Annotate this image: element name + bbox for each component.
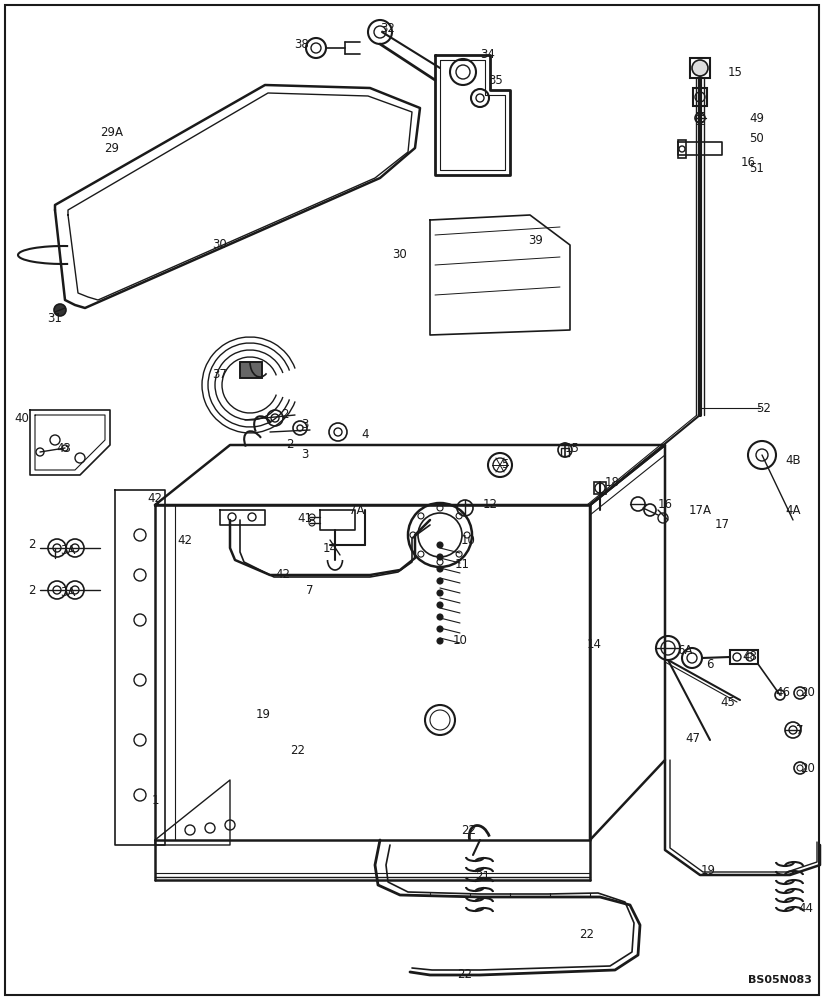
Text: 37: 37 — [213, 368, 227, 381]
Circle shape — [437, 554, 443, 560]
Bar — [690, 58, 710, 78]
Text: 35: 35 — [489, 74, 503, 87]
Text: 4A: 4A — [785, 504, 801, 516]
Text: 43: 43 — [57, 442, 72, 454]
Text: 32: 32 — [381, 21, 396, 34]
Text: 6: 6 — [706, 658, 714, 672]
Text: 46: 46 — [775, 686, 790, 700]
Bar — [594, 482, 606, 494]
Text: 10: 10 — [461, 534, 475, 546]
Text: 17: 17 — [714, 518, 729, 530]
Text: 3A: 3A — [60, 544, 76, 556]
Text: 42: 42 — [177, 534, 193, 546]
Text: 4B: 4B — [785, 454, 801, 466]
Text: 20: 20 — [801, 686, 816, 700]
Text: 7: 7 — [796, 724, 803, 736]
Text: 48: 48 — [742, 650, 757, 662]
Text: 50: 50 — [750, 131, 765, 144]
Text: 6A: 6A — [677, 644, 693, 656]
Text: 11: 11 — [455, 558, 470, 572]
Text: 30: 30 — [213, 238, 227, 251]
Text: 49: 49 — [750, 111, 765, 124]
Text: 21: 21 — [475, 869, 490, 882]
Text: 3A: 3A — [60, 586, 76, 599]
Text: 45: 45 — [720, 696, 736, 708]
Text: 22: 22 — [461, 824, 476, 836]
Text: 16: 16 — [658, 498, 672, 512]
Circle shape — [437, 638, 443, 644]
Text: 5: 5 — [501, 458, 508, 472]
Circle shape — [437, 566, 443, 572]
Text: 2: 2 — [28, 538, 35, 552]
Text: 1: 1 — [152, 794, 159, 806]
Text: 31: 31 — [48, 312, 63, 324]
Text: 15: 15 — [564, 442, 579, 454]
Bar — [240, 362, 262, 378]
Text: 3: 3 — [302, 418, 309, 432]
Text: 16: 16 — [741, 155, 756, 168]
Text: 4: 4 — [361, 428, 369, 442]
Circle shape — [437, 602, 443, 608]
Text: 29: 29 — [105, 141, 119, 154]
Text: 22: 22 — [457, 968, 472, 982]
Text: 10: 10 — [452, 634, 467, 647]
Bar — [678, 140, 686, 158]
Text: 39: 39 — [528, 233, 544, 246]
Circle shape — [437, 590, 443, 596]
Text: 34: 34 — [480, 48, 495, 62]
Text: 47: 47 — [686, 732, 700, 744]
Text: 2: 2 — [28, 584, 35, 596]
Circle shape — [437, 542, 443, 548]
Text: 19: 19 — [255, 708, 270, 722]
Text: 7A: 7A — [349, 504, 365, 516]
Text: 22: 22 — [291, 744, 306, 756]
Text: 7: 7 — [307, 584, 314, 596]
Text: 14: 14 — [587, 639, 602, 652]
Circle shape — [54, 304, 66, 316]
Circle shape — [437, 578, 443, 584]
Text: 29A: 29A — [101, 126, 124, 139]
Text: 42: 42 — [275, 568, 291, 580]
Circle shape — [437, 614, 443, 620]
Bar — [693, 88, 707, 106]
Text: 19: 19 — [700, 863, 715, 876]
Text: 30: 30 — [392, 248, 407, 261]
Text: 52: 52 — [756, 401, 771, 414]
Circle shape — [692, 60, 708, 76]
Text: 18: 18 — [605, 476, 620, 488]
Text: 41: 41 — [297, 512, 312, 524]
Bar — [561, 448, 569, 456]
Text: BS05N083: BS05N083 — [748, 975, 812, 985]
Text: 51: 51 — [750, 161, 765, 174]
Text: 42: 42 — [147, 491, 162, 504]
Text: 38: 38 — [295, 38, 309, 51]
Text: 40: 40 — [15, 412, 30, 424]
Bar — [240, 362, 262, 378]
Text: 14: 14 — [322, 542, 338, 554]
Circle shape — [437, 626, 443, 632]
Text: 22: 22 — [579, 928, 594, 942]
Text: 2: 2 — [281, 408, 288, 422]
Text: 44: 44 — [798, 902, 813, 914]
Text: 3: 3 — [302, 448, 309, 462]
Text: 20: 20 — [801, 762, 816, 774]
Text: 15: 15 — [728, 66, 742, 79]
Text: 12: 12 — [483, 498, 498, 512]
Bar — [730, 650, 758, 664]
Text: 17A: 17A — [689, 504, 711, 516]
Text: 2: 2 — [286, 438, 293, 452]
